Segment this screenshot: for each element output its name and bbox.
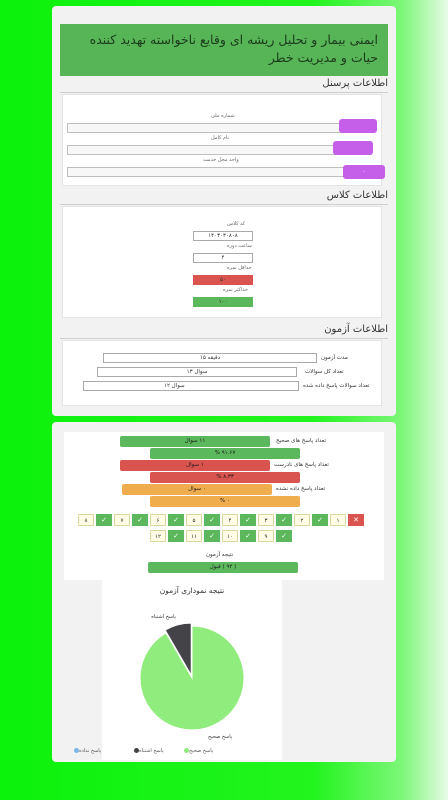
correct-mark-icon: ✓: [168, 530, 184, 542]
correct-mark-icon: ✓: [240, 530, 256, 542]
unit-button[interactable]: ۰: [343, 165, 385, 179]
wrong-percent: ۸.۳۳ %: [150, 472, 300, 483]
full-name-label: نام کامل: [211, 135, 229, 141]
exam-result-value: ( ۹۲ ) قبول: [148, 562, 298, 573]
national-id-button[interactable]: [339, 119, 377, 133]
correct-mark-icon: ✓: [132, 514, 148, 526]
full-name-button[interactable]: [333, 141, 373, 155]
class-code-label: کد کلاس: [227, 221, 246, 227]
pie-chart: پاسخ صحیح پاسخ اشتباه: [139, 614, 245, 740]
wrong-label: تعداد پاسخ های نادرست: [274, 462, 329, 468]
correct-mark-icon: ✓: [276, 514, 292, 526]
legend-dot: [184, 748, 189, 753]
course-hours-value: ۴: [193, 253, 253, 263]
legend-item[interactable]: پاسخ اشتباه: [132, 748, 164, 754]
duration-value: ۱۵ دقیقه: [103, 353, 317, 363]
divider: [60, 338, 388, 339]
full-name-field[interactable]: [67, 145, 337, 155]
correct-mark-icon: ✓: [312, 514, 328, 526]
question-number: ۲: [294, 514, 310, 526]
correct-percent: ۹۱.۶۷ %: [150, 448, 300, 459]
legend-dot: [134, 748, 139, 753]
question-number: ۱۲: [150, 530, 166, 542]
divider: [60, 92, 388, 93]
total-questions-value: ۱۳ سوال: [97, 367, 297, 377]
unit-label: واحد محل خدمت: [203, 157, 239, 163]
answered-value: ۱۲ سوال: [83, 381, 299, 391]
legend-label: پاسخ نداده: [79, 748, 102, 754]
exam-section-title: اطلاعات آزمون: [324, 324, 388, 335]
min-score-value: ۵۰: [193, 275, 253, 285]
exam-panel: ۱۵ دقیقه مدت آزمون ۱۳ سوال تعداد کل سوال…: [62, 340, 382, 406]
max-score-label: حداکثر نمره: [223, 287, 249, 293]
page-title: ایمنی بیمار و تحلیل ریشه ای وقایع ناخواس…: [60, 24, 388, 76]
correct-mark-icon: ✓: [168, 514, 184, 526]
personnel-section-title: اطلاعات پرسنل: [322, 78, 388, 89]
exam-info-card: ایمنی بیمار و تحلیل ریشه ای وقایع ناخواس…: [52, 6, 396, 416]
class-code-value: ۱۴۰۳۰۳۰۸۰۸: [193, 231, 253, 241]
correct-mark-icon: ✓: [276, 530, 292, 542]
duration-label: مدت آزمون: [321, 355, 348, 361]
correct-count: ۱۱ سوال: [120, 436, 270, 447]
unanswered-count: ۰ سوال: [122, 484, 272, 495]
legend-item[interactable]: پاسخ صحیح: [182, 748, 213, 754]
max-score-value: ۱۰۰: [193, 297, 253, 307]
pie-slice: [164, 622, 192, 677]
correct-label: تعداد پاسخ های صحیح: [276, 438, 326, 444]
question-number: ۹: [258, 530, 274, 542]
question-number: ۱: [330, 514, 346, 526]
legend-item[interactable]: پاسخ نداده: [72, 748, 101, 754]
wrong-count: ۱ سوال: [120, 460, 270, 471]
wrong-mark-icon: ✕: [348, 514, 364, 526]
unanswered-percent: ۰ %: [150, 496, 300, 507]
question-number: ۳: [258, 514, 274, 526]
question-number: ۷: [114, 514, 130, 526]
pie-label: پاسخ اشتباه: [151, 614, 176, 620]
min-score-label: حداقل نمره: [227, 265, 252, 271]
question-number: ۶: [150, 514, 166, 526]
answered-label: تعداد سوالات پاسخ داده شده: [303, 383, 370, 389]
question-number: ۵: [186, 514, 202, 526]
correct-mark-icon: ✓: [204, 530, 220, 542]
legend-label: پاسخ صحیح: [189, 748, 214, 754]
question-number: ۸: [78, 514, 94, 526]
chart-panel: نتیجه نموداری آزمون پاسخ صحیح پاسخ اشتباه: [102, 580, 282, 760]
results-panel: ۱۱ سوال تعداد پاسخ های صحیح ۹۱.۶۷ % ۱ سو…: [64, 432, 384, 580]
correct-mark-icon: ✓: [204, 514, 220, 526]
divider: [60, 204, 388, 205]
class-panel: کد کلاس ۱۴۰۳۰۳۰۸۰۸ ساعت دوره ۴ حداقل نمر…: [62, 206, 382, 318]
class-section-title: اطلاعات کلاس: [326, 190, 388, 201]
question-number: ۱۰: [222, 530, 238, 542]
unit-field[interactable]: [67, 167, 345, 177]
course-hours-label: ساعت دوره: [227, 243, 252, 249]
national-id-field[interactable]: [67, 123, 343, 133]
question-number: ۴: [222, 514, 238, 526]
national-id-label: شماره ملی: [211, 113, 235, 119]
unanswered-label: تعداد پاسخ داده نشده: [276, 486, 326, 492]
correct-mark-icon: ✓: [96, 514, 112, 526]
correct-mark-icon: ✓: [240, 514, 256, 526]
personnel-panel: شماره ملی نام کامل واحد محل خدمت ۰: [62, 94, 385, 186]
total-questions-label: تعداد کل سوالات: [305, 369, 344, 375]
chart-title: نتیجه نموداری آزمون: [159, 586, 225, 595]
legend-dot: [74, 748, 79, 753]
pie-label: پاسخ صحیح: [208, 734, 233, 740]
exam-result-label: نتیجه آزمون: [206, 552, 234, 558]
legend-label: پاسخ اشتباه: [139, 748, 164, 754]
results-card: ۱۱ سوال تعداد پاسخ های صحیح ۹۱.۶۷ % ۱ سو…: [52, 422, 396, 762]
pie-slice: [139, 625, 245, 731]
question-number: ۱۱: [186, 530, 202, 542]
